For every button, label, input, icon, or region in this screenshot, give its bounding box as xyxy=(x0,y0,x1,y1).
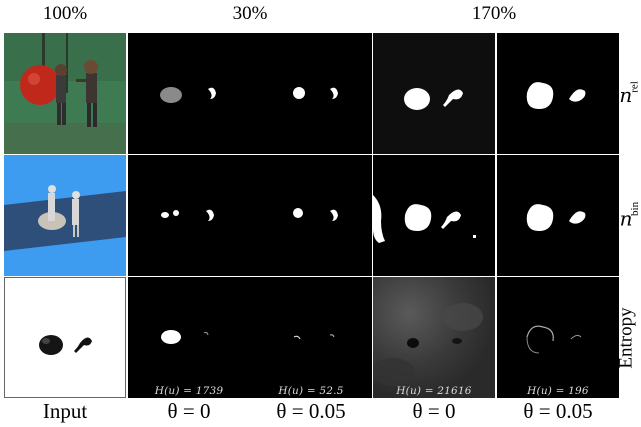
mask-bin-theta0-30 xyxy=(128,155,250,276)
header-30: 30% xyxy=(232,3,268,24)
entropy-value-1: H(u) = 1739 xyxy=(154,385,224,397)
input-render xyxy=(4,155,126,276)
mask-bin-theta0-170 xyxy=(373,155,495,276)
col-label-theta-4: θ = 0.05 xyxy=(523,399,593,423)
entropy-value-2: H(u) = 52.5 xyxy=(278,385,344,397)
entropy-value-3: H(u) = 21616 xyxy=(396,385,472,397)
entropy-theta005-30: H(u) = 52.5 xyxy=(250,277,372,398)
entropy-theta0-170: H(u) = 21616 xyxy=(373,277,495,398)
row-label-u-rel: urel xyxy=(619,81,641,112)
col-label-theta-1: θ = 0 xyxy=(167,399,211,423)
col-label-theta-2: θ = 0.05 xyxy=(276,399,346,423)
row-label-entropy: Entropy xyxy=(616,306,637,369)
entropy-value-4: H(u) = 196 xyxy=(527,385,589,397)
mask-rel-theta005-170 xyxy=(497,33,619,154)
header-100: 100% xyxy=(42,3,88,24)
mask-rel-theta0-30 xyxy=(128,33,250,154)
input-masked xyxy=(4,277,126,398)
mask-bin-theta005-30 xyxy=(250,155,372,276)
header-170: 170% xyxy=(471,3,517,24)
row-label-u-bin: ubin xyxy=(619,202,641,235)
mask-rel-theta005-30 xyxy=(250,33,372,154)
mask-rel-theta0-170 xyxy=(373,33,495,154)
col-label-theta-3: θ = 0 xyxy=(412,399,456,423)
entropy-theta0-30: H(u) = 1739 xyxy=(128,277,250,398)
mask-bin-theta005-170 xyxy=(497,155,619,276)
col-label-input: Input xyxy=(42,399,88,423)
entropy-theta005-170: H(u) = 196 xyxy=(497,277,619,398)
input-photo xyxy=(4,33,126,154)
